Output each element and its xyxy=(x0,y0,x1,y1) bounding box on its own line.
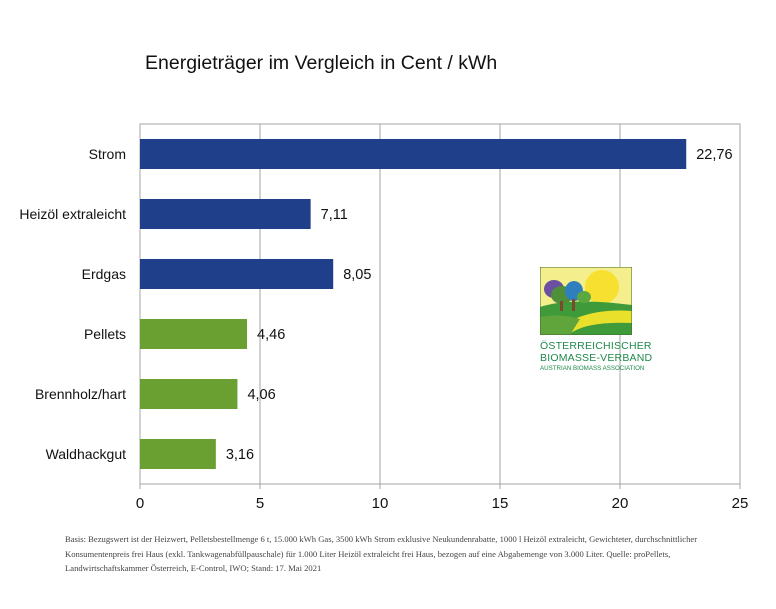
logo-name-line2: Biomasse-Verband xyxy=(540,352,653,364)
bar xyxy=(140,199,311,229)
bars xyxy=(140,139,687,469)
data-label: 8,05 xyxy=(343,267,371,283)
logo-subtitle: Austrian Biomass Association xyxy=(540,365,645,372)
x-tick-label: 10 xyxy=(372,495,389,512)
data-label: 22,76 xyxy=(696,147,732,163)
category-label: Strom xyxy=(89,146,126,162)
category-label: Waldhackgut xyxy=(46,446,127,462)
biomasse-verband-logo: Österreichischer Biomasse-Verband Austri… xyxy=(539,266,653,373)
x-tick-label: 5 xyxy=(256,495,264,512)
bar xyxy=(140,319,248,349)
bar xyxy=(140,379,238,409)
category-label: Heizöl extraleicht xyxy=(19,206,126,222)
gridlines xyxy=(139,123,741,489)
category-label: Brennholz/hart xyxy=(35,386,126,402)
labels: 0 5 10 15 20 25 Strom 22,76 Heizöl extraleicht 7,… xyxy=(19,146,748,512)
logo-name-line1: Österreichischer xyxy=(540,340,652,352)
footnote-line: Landwirtschaftskammer Österreich, E-Cont… xyxy=(65,563,322,574)
data-label: 4,46 xyxy=(257,327,285,343)
source-footnote: Basis: Bezugswert ist der Heizwert, Pell… xyxy=(65,532,755,576)
bar xyxy=(140,259,334,289)
footnote-line: Basis: Bezugswert ist der Heizwert, Pell… xyxy=(65,534,698,544)
chart-title: Energieträger im Vergleich in Cent / kWh xyxy=(145,52,498,74)
x-tick-label: 0 xyxy=(136,495,144,512)
data-label: 4,06 xyxy=(247,387,275,403)
footnote-line: Konsumentenpreis frei Haus (exkl. Tankwa… xyxy=(65,548,671,559)
category-label: Pellets xyxy=(84,326,126,342)
plot-area-border xyxy=(139,123,741,485)
x-tick-label: 20 xyxy=(612,495,629,512)
logo-emblem xyxy=(539,266,633,336)
bar xyxy=(140,139,687,169)
x-tick-label: 25 xyxy=(732,495,749,512)
data-label: 7,11 xyxy=(321,207,348,223)
x-tick-label: 15 xyxy=(492,495,509,512)
category-label: Erdgas xyxy=(82,266,126,282)
bar xyxy=(140,439,216,469)
data-label: 3,16 xyxy=(226,447,254,463)
